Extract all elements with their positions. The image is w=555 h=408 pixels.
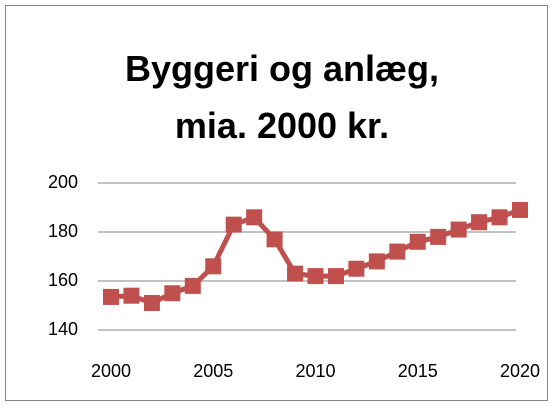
chart-title: Byggeri og anlæg, mia. 2000 kr. (124, 48, 440, 146)
data-marker (103, 288, 119, 305)
data-marker (327, 268, 344, 285)
data-marker (430, 228, 447, 245)
data-marker (246, 209, 263, 226)
x-tick-label: 2015 (398, 361, 438, 381)
y-tick-label: 160 (48, 270, 78, 290)
data-marker (348, 260, 365, 277)
data-marker (205, 258, 222, 275)
data-marker (307, 268, 324, 285)
data-marker (184, 277, 201, 294)
data-marker (143, 295, 160, 312)
data-marker (164, 285, 181, 302)
data-marker (512, 201, 528, 218)
y-tick-label: 140 (48, 319, 78, 339)
data-marker (409, 233, 426, 250)
chart-border (5, 5, 548, 401)
data-marker (471, 214, 488, 231)
data-marker (287, 265, 304, 282)
y-tick-label: 180 (48, 221, 78, 241)
data-marker (123, 287, 140, 304)
data-marker (368, 253, 385, 270)
x-tick-label: 2020 (500, 361, 540, 381)
y-tick-label: 200 (48, 172, 78, 192)
x-tick-label: 2005 (193, 361, 233, 381)
x-tick-label: 2010 (295, 361, 335, 381)
data-marker (225, 216, 242, 233)
data-marker (266, 231, 283, 248)
x-tick-label: 2000 (91, 361, 131, 381)
data-marker (389, 243, 406, 260)
data-marker (491, 209, 508, 226)
data-marker (450, 221, 467, 238)
